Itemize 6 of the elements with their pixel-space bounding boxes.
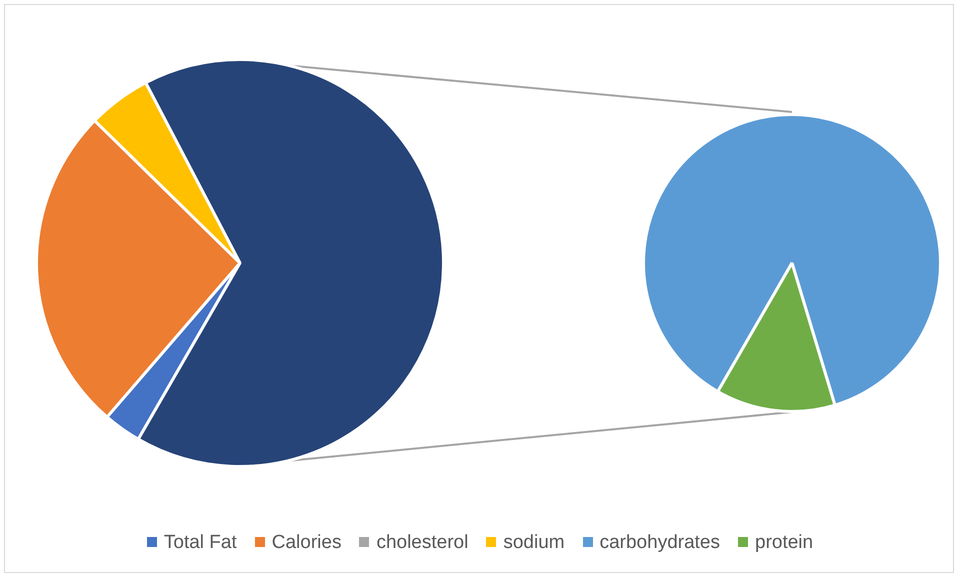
legend-label: carbohydrates [598,532,720,554]
legend-label: Calories [270,532,342,554]
legend-label: cholesterol [375,532,468,554]
legend-label: sodium [502,532,565,554]
legend-label: Total Fat [162,532,237,554]
legend-label: protein [754,532,814,554]
